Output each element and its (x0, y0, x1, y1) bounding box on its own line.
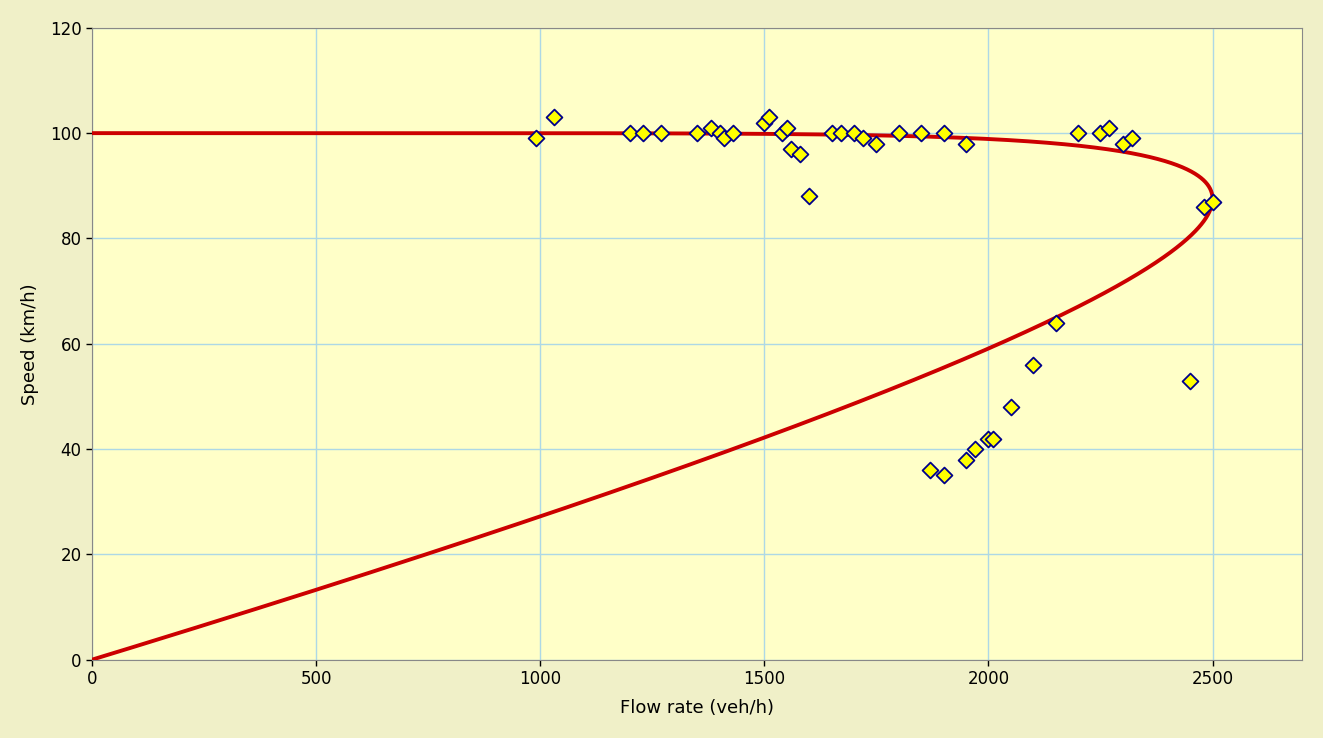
Point (1113, 138, 1134, 150)
Point (1122, 133, 1143, 145)
Point (1193, 201, 1215, 213)
Point (632, 127, 654, 139)
Point (758, 111, 779, 123)
Y-axis label: Speed (km/h): Speed (km/h) (21, 283, 38, 404)
Point (1000, 401, 1021, 413)
Point (651, 127, 672, 139)
Point (713, 133, 734, 145)
Point (822, 127, 843, 139)
Point (799, 190, 820, 202)
Point (1045, 317, 1066, 328)
Point (1099, 122, 1121, 134)
Point (844, 127, 865, 139)
Point (1090, 127, 1111, 139)
Point (888, 127, 909, 139)
Point (964, 443, 986, 455)
Point (852, 133, 873, 145)
Point (544, 111, 565, 123)
Point (919, 464, 941, 476)
Point (1203, 196, 1224, 207)
Point (709, 127, 730, 139)
Point (978, 432, 999, 444)
Point (933, 127, 954, 139)
Point (983, 432, 1004, 444)
Point (700, 122, 721, 134)
Point (771, 127, 792, 139)
Point (910, 127, 931, 139)
X-axis label: Flow rate (veh/h): Flow rate (veh/h) (620, 699, 774, 717)
Point (790, 148, 811, 160)
Point (525, 133, 546, 145)
Point (754, 117, 775, 128)
Point (1068, 127, 1089, 139)
Point (1023, 359, 1044, 370)
Point (722, 127, 744, 139)
Point (1180, 375, 1201, 387)
Point (955, 138, 976, 150)
Point (830, 127, 851, 139)
Point (619, 127, 640, 139)
Point (955, 454, 976, 466)
Point (687, 127, 708, 139)
Point (781, 143, 802, 155)
Point (865, 138, 886, 150)
Point (933, 469, 954, 481)
Point (777, 122, 798, 134)
